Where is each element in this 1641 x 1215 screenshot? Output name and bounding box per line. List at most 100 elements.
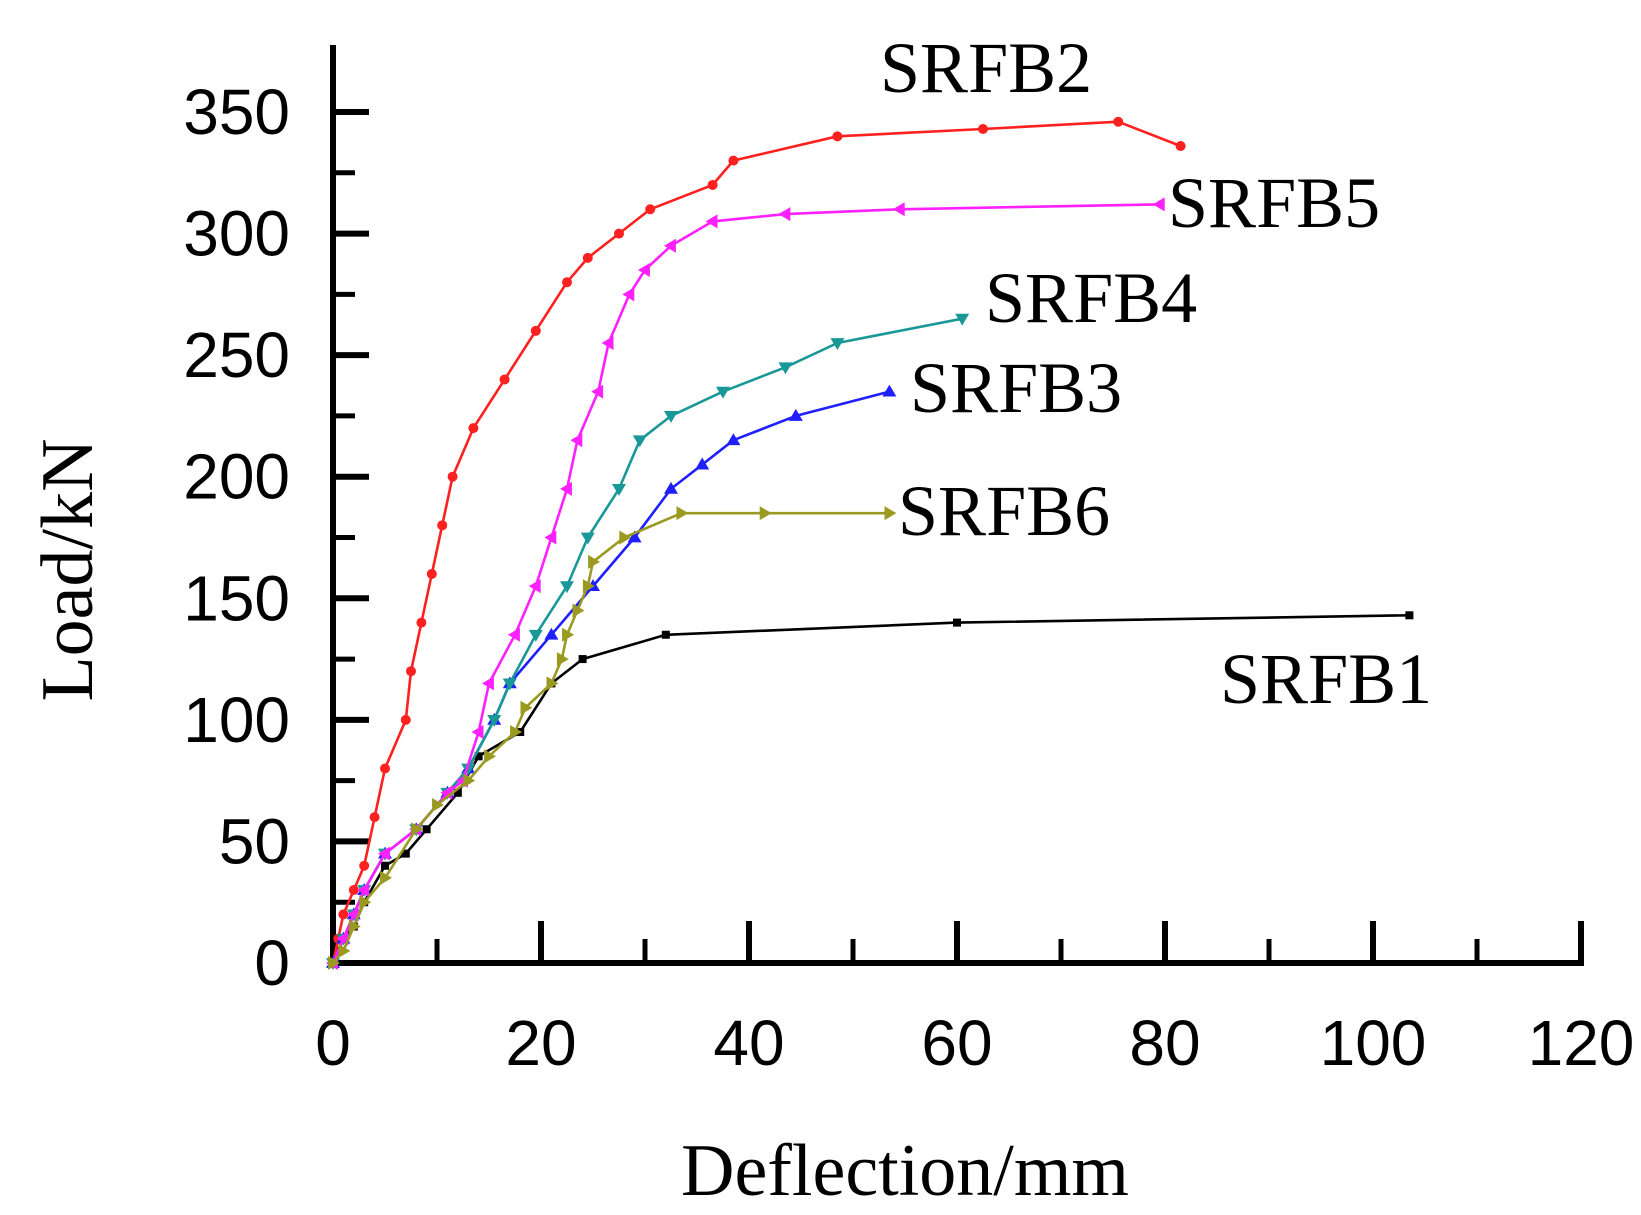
data-point-srfb6 <box>338 943 351 958</box>
data-point-srfb2 <box>1113 116 1124 127</box>
data-point-srfb5 <box>528 579 541 594</box>
y-tick-label: 350 <box>183 76 290 148</box>
data-point-srfb2 <box>562 277 572 288</box>
data-point-srfb4 <box>502 678 517 691</box>
data-point-srfb3 <box>695 457 710 470</box>
data-point-srfb2 <box>499 374 510 385</box>
data-point-srfb1 <box>474 752 483 761</box>
data-point-srfb2 <box>707 179 718 190</box>
data-point-srfb4 <box>560 581 574 594</box>
data-point-srfb6 <box>572 603 585 618</box>
data-point-srfb5 <box>591 384 604 399</box>
data-point-srfb2 <box>416 617 427 628</box>
series-label-srfb4: SRFB4 <box>985 258 1197 338</box>
data-point-srfb5 <box>508 627 520 642</box>
data-point-srfb4 <box>664 411 678 423</box>
data-point-srfb5 <box>378 846 390 861</box>
data-point-srfb2 <box>447 471 458 482</box>
data-point-srfb6 <box>520 700 533 715</box>
data-point-srfb6 <box>676 506 689 521</box>
data-point-srfb5 <box>664 238 676 253</box>
data-point-srfb5 <box>471 725 484 740</box>
data-point-srfb2 <box>338 909 349 920</box>
data-point-srfb3 <box>882 384 897 397</box>
y-tick-label: 200 <box>183 441 290 513</box>
x-tick-label: 100 <box>1320 1007 1427 1079</box>
series-srfb6 <box>328 506 897 970</box>
y-axis-title: Load/kN <box>27 438 109 701</box>
data-point-srfb2 <box>530 325 541 336</box>
series-label-srfb6: SRFB6 <box>898 471 1110 551</box>
data-point-srfb5 <box>346 907 359 922</box>
series-line-srfb6 <box>332 511 890 964</box>
data-point-srfb6 <box>348 919 361 934</box>
data-point-srfb4 <box>461 763 476 776</box>
x-tick-label: 80 <box>1129 1007 1200 1079</box>
data-point-srfb6 <box>588 554 600 569</box>
data-point-srfb2 <box>400 714 411 725</box>
data-point-srfb6 <box>582 579 595 594</box>
data-point-srfb6 <box>619 530 632 545</box>
series-label-srfb3: SRFB3 <box>910 348 1122 428</box>
series-labels: SRFB2 SRFB5 SRFB4 SRFB3 SRFB6 SRFB1 <box>880 28 1432 719</box>
data-point-srfb6 <box>759 506 772 521</box>
series-group <box>326 116 1414 970</box>
data-point-srfb2 <box>369 812 380 823</box>
series-line-srfb5 <box>331 203 1160 964</box>
y-tick-label: 50 <box>219 805 290 877</box>
data-point-srfb2 <box>380 763 390 774</box>
data-point-srfb1 <box>422 825 431 834</box>
data-point-srfb4 <box>487 714 502 727</box>
data-point-srfb5 <box>560 481 572 496</box>
data-point-srfb3 <box>627 530 642 543</box>
data-point-srfb2 <box>406 666 416 677</box>
data-point-srfb3 <box>664 481 678 494</box>
data-point-srfb4 <box>955 313 970 326</box>
data-point-srfb6 <box>380 870 392 885</box>
series-label-srfb2: SRFB2 <box>880 28 1092 108</box>
data-point-srfb4 <box>830 338 845 350</box>
data-point-srfb4 <box>580 532 595 545</box>
data-point-srfb5 <box>705 214 718 229</box>
data-point-srfb6 <box>884 506 897 521</box>
x-tick-label: 20 <box>505 1007 576 1079</box>
data-point-srfb5 <box>778 207 791 222</box>
data-point-srfb2 <box>359 860 370 871</box>
data-point-srfb5 <box>892 202 905 217</box>
data-point-srfb5 <box>601 335 614 350</box>
x-axis-ticks: 0 20 40 60 80 100 120 <box>315 921 1634 1079</box>
data-point-srfb6 <box>484 749 496 764</box>
data-point-srfb5 <box>544 530 557 545</box>
data-point-srfb1 <box>1405 611 1414 620</box>
data-point-srfb5 <box>622 287 635 302</box>
data-point-srfb5 <box>482 676 494 691</box>
data-point-srfb5 <box>570 433 583 448</box>
y-tick-label: 300 <box>183 198 290 270</box>
series-srfb4 <box>326 313 970 970</box>
data-point-srfb4 <box>612 483 626 496</box>
series-line-srfb3 <box>331 390 890 964</box>
data-point-srfb2 <box>1175 141 1186 152</box>
data-point-srfb1 <box>401 849 410 858</box>
data-point-srfb4 <box>528 629 543 642</box>
y-axis-ticks: 0 50 100 150 200 250 300 350 <box>183 76 369 999</box>
data-point-srfb6 <box>546 676 559 691</box>
data-point-srfb6 <box>463 773 476 788</box>
data-point-srfb6 <box>411 822 424 837</box>
data-point-srfb3 <box>726 433 741 446</box>
y-tick-label: 150 <box>183 562 290 634</box>
data-point-srfb1 <box>381 861 389 870</box>
data-point-srfb4 <box>778 362 793 375</box>
data-point-srfb5 <box>638 263 650 278</box>
y-tick-label: 100 <box>183 684 290 756</box>
x-axis-title: Deflection/mm <box>681 1130 1129 1212</box>
series-line-srfb2 <box>331 120 1182 964</box>
series-label-srfb1: SRFB1 <box>1220 639 1432 719</box>
data-point-srfb3 <box>788 408 803 421</box>
data-point-srfb6 <box>432 797 444 812</box>
x-tick-label: 60 <box>921 1007 992 1079</box>
series-label-srfb5: SRFB5 <box>1168 163 1380 243</box>
data-point-srfb3 <box>544 627 559 640</box>
data-point-srfb1 <box>578 655 587 664</box>
